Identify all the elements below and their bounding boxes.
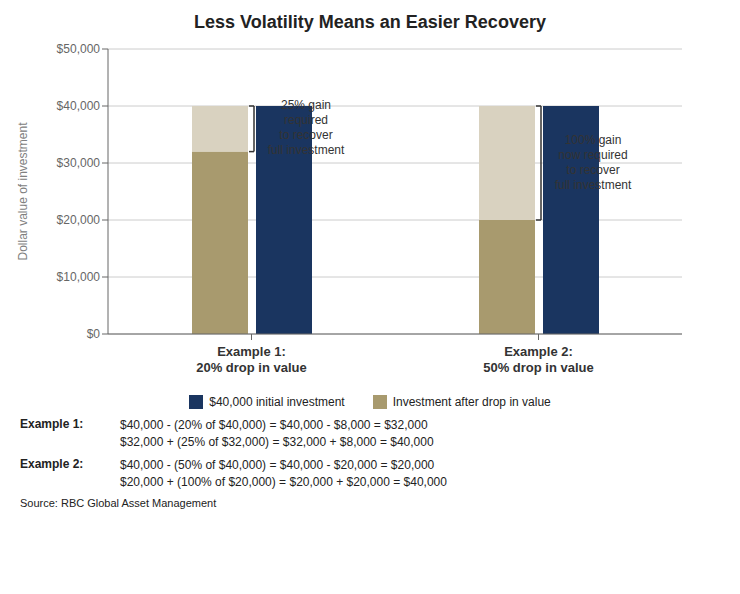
svg-text:$0: $0 <box>87 327 101 341</box>
svg-text:25% gainrequiredto recoverfull: 25% gainrequiredto recoverfull investmen… <box>268 98 345 157</box>
html-text:$40,000 initial investment: $40,000 initial investment <box>209 395 345 409</box>
svg-text:Example 1:20% drop in value: Example 1:20% drop in value <box>196 344 307 375</box>
svg-text:Dollar value of investment: Dollar value of investment <box>16 122 30 261</box>
svg-text:100% gainnow requiredto recove: 100% gainnow requiredto recoverfull inve… <box>555 133 632 192</box>
html-text:$32,000 + (25% of $32,000) = $: $32,000 + (25% of $32,000) = $32,000 + $… <box>120 435 434 449</box>
html-text:Example 2:: Example 2: <box>20 457 84 471</box>
svg-text:$50,000: $50,000 <box>57 42 101 56</box>
html-text:$20,000 + (100% of $20,000) =: $20,000 + (100% of $20,000) = $20,000 + … <box>120 475 447 489</box>
svg-text:$10,000: $10,000 <box>57 270 101 284</box>
svg-text:$20,000: $20,000 <box>57 213 101 227</box>
html-text:$40,000 - (20% of $40,000) = $: $40,000 - (20% of $40,000) = $40,000 - $… <box>120 418 428 432</box>
html-text:Example 1:: Example 1: <box>20 417 84 431</box>
html-text:Less Volatility Means an Easie: Less Volatility Means an Easier Recovery <box>194 12 546 32</box>
html-text:Investment after drop in value: Investment after drop in value <box>392 395 551 409</box>
svg-text:$40,000: $40,000 <box>57 99 101 113</box>
svg-text:$30,000: $30,000 <box>57 156 101 170</box>
html-text:$40,000 - (50% of $40,000) = $: $40,000 - (50% of $40,000) = $40,000 - $… <box>120 458 435 472</box>
svg-text:Example 2:50% drop in value: Example 2:50% drop in value <box>483 344 594 375</box>
html-text:Source: RBC Global Asset Manag: Source: RBC Global Asset Management <box>20 497 217 509</box>
